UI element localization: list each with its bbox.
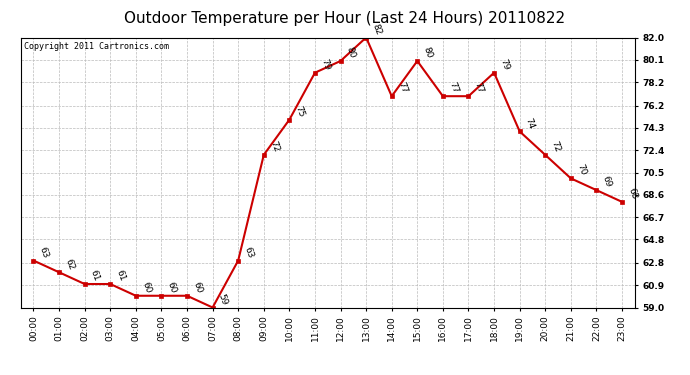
Text: 79: 79: [498, 57, 511, 71]
Text: 61: 61: [115, 269, 127, 283]
Text: 60: 60: [191, 280, 204, 294]
Text: 75: 75: [293, 104, 306, 118]
Text: 74: 74: [524, 116, 536, 130]
Text: 69: 69: [600, 175, 613, 189]
Text: 62: 62: [63, 257, 76, 271]
Text: 77: 77: [473, 81, 485, 95]
Text: 80: 80: [422, 46, 434, 60]
Text: 59: 59: [217, 292, 229, 306]
Text: Outdoor Temperature per Hour (Last 24 Hours) 20110822: Outdoor Temperature per Hour (Last 24 Ho…: [124, 11, 566, 26]
Text: 68: 68: [626, 187, 638, 201]
Text: 60: 60: [166, 280, 178, 294]
Text: 72: 72: [549, 140, 562, 153]
Text: 61: 61: [89, 269, 101, 283]
Text: 82: 82: [371, 22, 383, 36]
Text: Copyright 2011 Cartronics.com: Copyright 2011 Cartronics.com: [23, 42, 169, 51]
Text: 80: 80: [345, 46, 357, 60]
Text: 63: 63: [242, 245, 255, 259]
Text: 79: 79: [319, 57, 331, 71]
Text: 72: 72: [268, 140, 280, 153]
Text: 60: 60: [140, 280, 152, 294]
Text: 77: 77: [396, 81, 408, 95]
Text: 77: 77: [447, 81, 460, 95]
Text: 70: 70: [575, 163, 587, 177]
Text: 63: 63: [38, 245, 50, 259]
